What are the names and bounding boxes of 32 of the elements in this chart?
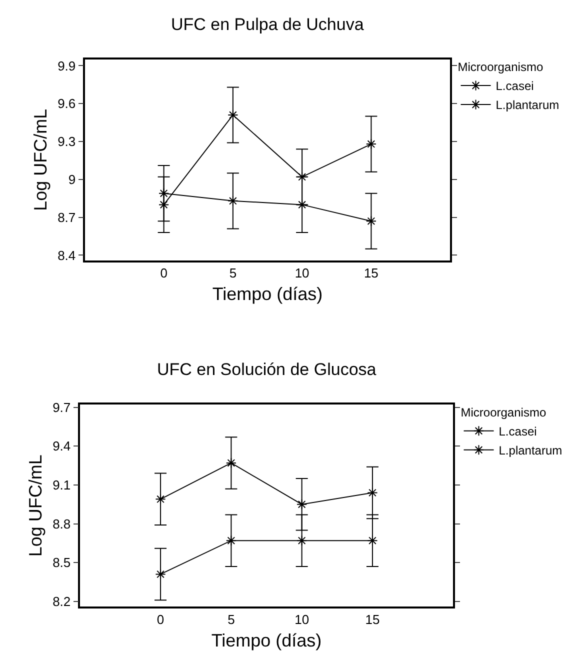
- y-tick-label: 9: [68, 172, 76, 187]
- x-tick-label: 10: [294, 266, 310, 281]
- y-tick-label: 8.7: [58, 210, 76, 225]
- y-tick-label: 9.1: [52, 478, 71, 492]
- y-tick-label: 8.8: [52, 516, 71, 532]
- x-tick-label: 0: [156, 612, 164, 627]
- legend-label: L.casei: [498, 424, 537, 439]
- x-axis-title: Tiempo (días): [211, 630, 322, 651]
- x-tick-label: 15: [365, 612, 380, 627]
- x-tick-label: 0: [160, 266, 168, 281]
- chart-title: UFC en Pulpa de Uchuva: [171, 15, 364, 34]
- legend-title: Microorganismo: [458, 60, 544, 74]
- x-tick-label: 5: [229, 266, 237, 281]
- legend-label: L.plantarum: [496, 98, 560, 112]
- y-axis-title: Log UFC/mL: [30, 108, 50, 211]
- y-tick-label: 9.4: [52, 438, 71, 454]
- y-tick-label: 9.6: [58, 96, 76, 112]
- x-tick-label: 5: [228, 612, 235, 627]
- legend-title: Microorganismo: [460, 405, 546, 420]
- legend-label: L.casei: [496, 79, 534, 94]
- x-tick-label: 15: [364, 266, 378, 281]
- y-tick-label: 8.5: [52, 555, 71, 570]
- legend-label: L.plantarum: [498, 444, 562, 458]
- x-axis-title: Tiempo (días): [212, 284, 323, 304]
- y-tick-label: 8.4: [58, 248, 76, 263]
- y-tick-label: 9.9: [58, 58, 76, 74]
- x-tick-label: 10: [294, 612, 310, 627]
- chart-title: UFC en Solución de Glucosa: [157, 360, 377, 379]
- y-tick-label: 8.2: [52, 594, 71, 609]
- y-axis-title: Log UFC/mL: [25, 454, 46, 557]
- y-tick-label: 9.7: [52, 400, 71, 415]
- y-tick-label: 9.3: [58, 134, 76, 150]
